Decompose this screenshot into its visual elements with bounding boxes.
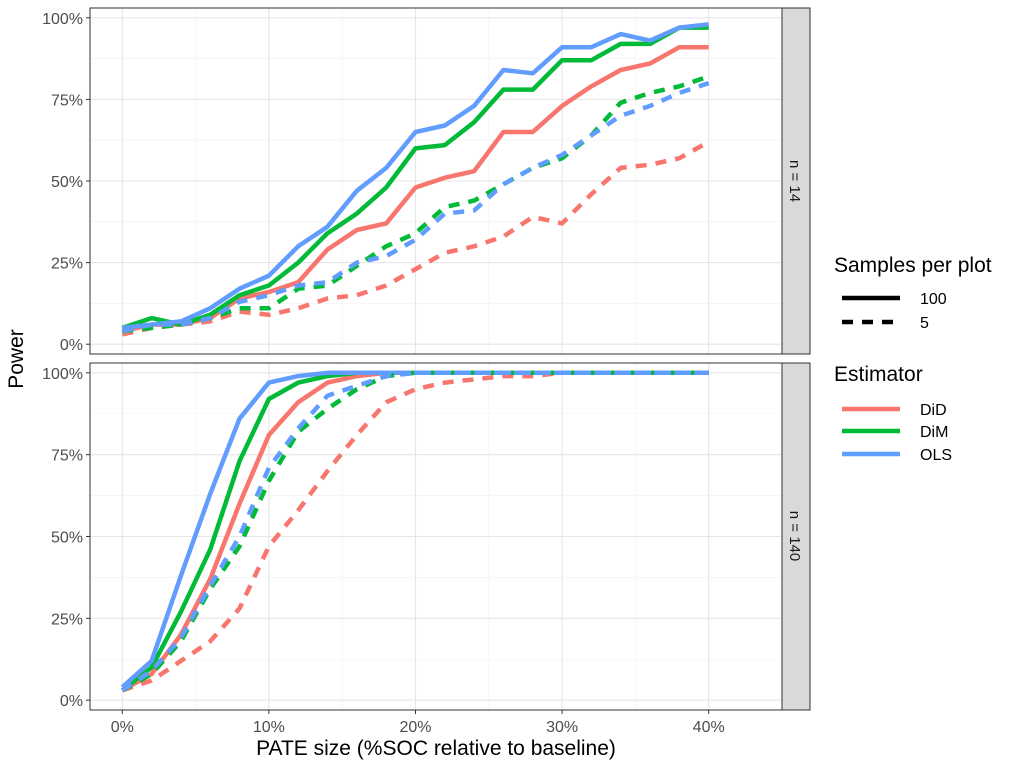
y-axis-title: Power	[5, 329, 28, 389]
y-tick-label: 75%	[51, 448, 83, 465]
legend-title-estimator: Estimator	[834, 363, 923, 386]
y-axis: 0% 25% 50% 75% 100%	[42, 11, 90, 354]
series-line-ols-100	[122, 22, 709, 331]
series-line-dim-5	[122, 74, 710, 334]
legend-label-ols: OLS	[920, 447, 952, 464]
x-axis: 0% 10% 20% 30% 40%	[111, 710, 725, 736]
y-tick-label: 100%	[42, 366, 83, 383]
legend-title-linetype: Samples per plot	[834, 254, 992, 277]
series-line-ols-5	[121, 370, 709, 693]
major-gridlines	[90, 8, 782, 354]
x-tick-label: 0%	[111, 719, 134, 736]
y-tick-label: 0%	[60, 693, 83, 710]
y-tick-label: 50%	[51, 174, 83, 191]
facet-strip	[781, 362, 811, 711]
y-tick-label: 0%	[60, 337, 83, 354]
facet-strip-label: n = 14	[786, 160, 803, 202]
legend-label-5: 5	[920, 315, 929, 332]
legend-label-100: 100	[920, 291, 947, 308]
legend: Samples per plot 100 5 Estimator DiD DiM…	[834, 254, 992, 464]
y-axis: 0% 25% 50% 75% 100%	[42, 366, 90, 710]
x-tick-label: 30%	[546, 719, 578, 736]
legend-label-dim: DiM	[920, 424, 948, 441]
panel-n-140: 0% 25% 50% 75% 100% n = 140	[42, 362, 811, 711]
series-lines	[121, 22, 710, 337]
x-tick-label: 10%	[253, 719, 285, 736]
series-line-ols-5	[121, 80, 710, 334]
facet-strip	[781, 7, 811, 355]
y-tick-label: 25%	[51, 256, 83, 273]
y-tick-label: 50%	[51, 530, 83, 547]
series-line-did-5	[121, 139, 710, 337]
y-tick-label: 25%	[51, 611, 83, 628]
y-tick-label: 100%	[42, 11, 83, 28]
major-gridlines	[90, 363, 782, 710]
x-axis-title: PATE size (%SOC relative to baseline)	[256, 737, 616, 760]
y-tick-label: 75%	[51, 92, 83, 109]
panel-n-14: 0% 25% 50% 75% 100% n = 14	[42, 7, 811, 355]
facet-strip-label: n = 140	[786, 511, 803, 561]
legend-label-did: DiD	[920, 402, 947, 419]
series-lines	[120, 370, 709, 693]
x-tick-label: 20%	[399, 719, 431, 736]
series-line-dim-100	[121, 25, 709, 331]
x-tick-label: 40%	[693, 719, 725, 736]
